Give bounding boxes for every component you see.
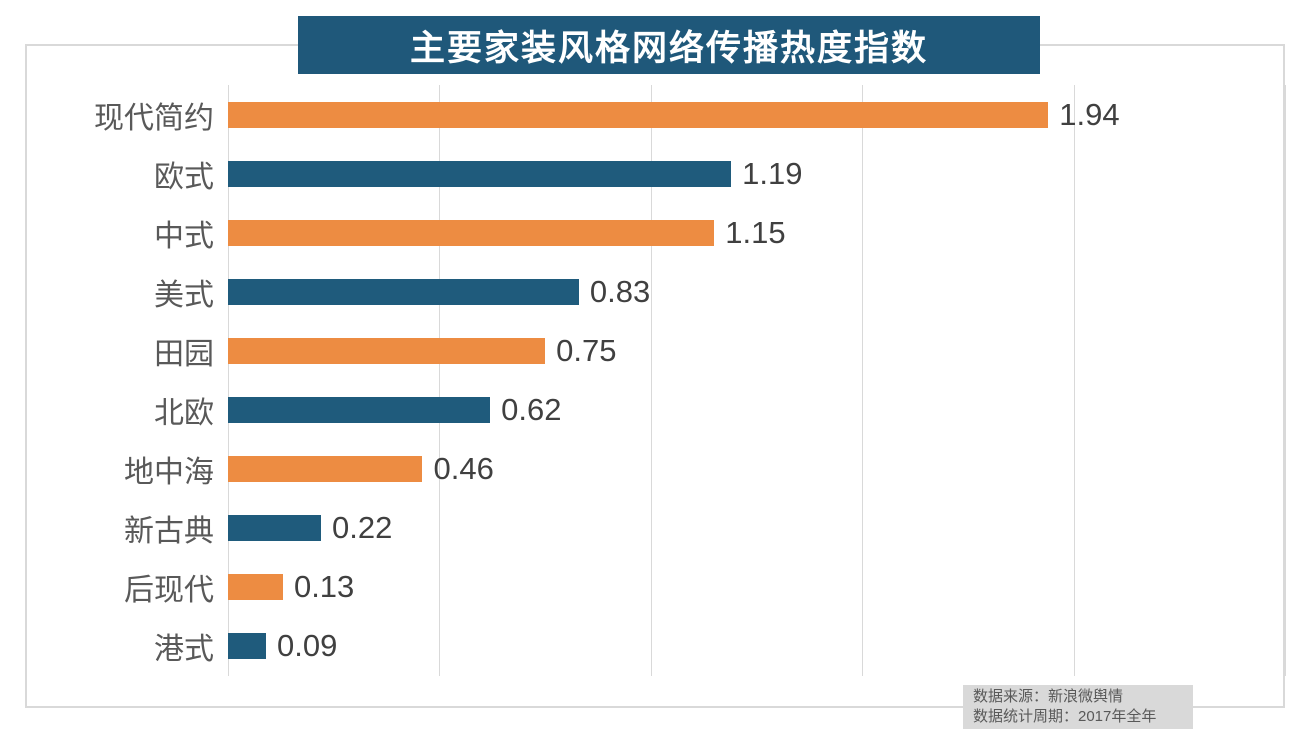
gridline bbox=[650, 85, 652, 676]
bar-area: 1.15 bbox=[228, 203, 1285, 262]
value-label: 0.22 bbox=[332, 510, 393, 546]
bar-area: 0.46 bbox=[228, 440, 1285, 499]
bar-rows: 现代简约 1.94 欧式 1.19 中式 1.15 美式 0.83 田园 0.75 北欧 0.62 地中… bbox=[25, 85, 1285, 676]
bar-area: 0.22 bbox=[228, 499, 1285, 558]
category-label: 地中海 bbox=[124, 456, 214, 490]
gridline bbox=[228, 85, 229, 676]
category-label: 港式 bbox=[154, 633, 214, 667]
category-label: 中式 bbox=[154, 219, 214, 253]
source-line-1: 数据来源：新浪微舆情 bbox=[973, 688, 1124, 705]
category-label: 田园 bbox=[154, 337, 214, 371]
bar-row: 新古典 0.22 bbox=[25, 499, 1285, 558]
category-label: 新古典 bbox=[124, 515, 214, 549]
bar bbox=[228, 456, 423, 483]
bar bbox=[228, 515, 322, 542]
bar-area: 0.83 bbox=[228, 262, 1285, 321]
gridline bbox=[1285, 85, 1286, 676]
bar bbox=[228, 278, 579, 305]
bar-area: 0.62 bbox=[228, 380, 1285, 439]
gridline bbox=[1073, 85, 1075, 676]
category-label: 欧式 bbox=[154, 160, 214, 194]
bar-area: 0.09 bbox=[228, 617, 1285, 676]
source-box: 数据来源：新浪微舆情 数据统计周期：2017年全年 bbox=[963, 685, 1193, 729]
bar-row: 港式 0.09 bbox=[25, 617, 1285, 676]
category-label: 美式 bbox=[154, 278, 214, 312]
value-label: 1.15 bbox=[725, 214, 786, 250]
bar-row: 田园 0.75 bbox=[25, 321, 1285, 380]
bar-row: 现代简约 1.94 bbox=[25, 85, 1285, 144]
bar bbox=[228, 397, 491, 424]
bar bbox=[228, 574, 283, 601]
bar-area: 0.75 bbox=[228, 321, 1285, 380]
bar-area: 0.13 bbox=[228, 558, 1285, 617]
gridline bbox=[439, 85, 441, 676]
category-label: 后现代 bbox=[124, 574, 214, 608]
value-label: 0.75 bbox=[556, 332, 617, 368]
source-line-2: 数据统计周期：2017年全年 bbox=[973, 708, 1157, 725]
value-label: 0.62 bbox=[501, 392, 562, 428]
bar-row: 中式 1.15 bbox=[25, 203, 1285, 262]
category-label: 现代简约 bbox=[94, 101, 214, 135]
bar bbox=[228, 219, 715, 246]
value-label: 1.94 bbox=[1059, 96, 1120, 132]
bar-row: 地中海 0.46 bbox=[25, 440, 1285, 499]
bar bbox=[228, 337, 546, 364]
bar-row: 北欧 0.62 bbox=[25, 380, 1285, 439]
chart-title: 主要家装风格网络传播热度指数 bbox=[409, 28, 928, 68]
gridline bbox=[862, 85, 864, 676]
value-label: 0.13 bbox=[293, 569, 355, 605]
bar bbox=[228, 101, 1049, 128]
bar-row: 欧式 1.19 bbox=[25, 144, 1285, 203]
bar-row: 后现代 0.13 bbox=[25, 558, 1285, 617]
bar-area: 1.94 bbox=[228, 85, 1285, 144]
bar-row: 美式 0.83 bbox=[25, 262, 1285, 321]
chart-title-banner: 主要家装风格网络传播热度指数 bbox=[298, 16, 1040, 74]
value-label: 0.09 bbox=[277, 628, 338, 664]
value-label: 1.19 bbox=[742, 155, 803, 191]
bar bbox=[228, 633, 267, 660]
bar bbox=[228, 160, 732, 187]
plot-area: 现代简约 1.94 欧式 1.19 中式 1.15 美式 0.83 田园 0.75 北欧 0.62 地中… bbox=[25, 85, 1286, 676]
gridline-layer bbox=[228, 85, 1286, 676]
bar-area: 1.19 bbox=[228, 144, 1285, 203]
value-label: 0.83 bbox=[589, 273, 651, 309]
category-label: 北欧 bbox=[154, 397, 214, 431]
value-label: 0.46 bbox=[433, 451, 494, 487]
